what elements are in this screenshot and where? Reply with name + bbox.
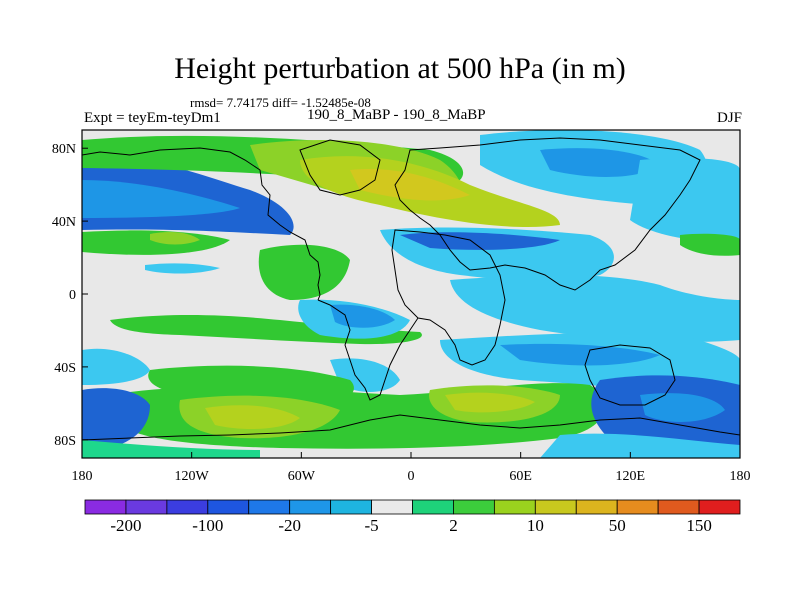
x-tick-label: 180 (730, 469, 751, 484)
coast-australia (584, 344, 676, 406)
x-tick-label: 60W (288, 469, 316, 484)
contour-east-lightblue (630, 158, 740, 242)
colorbar-swatch (289, 499, 332, 515)
colorbar-swatch (125, 499, 168, 515)
colorbar-label: -100 (192, 516, 224, 535)
contour-north-yellow-core (350, 169, 470, 201)
contour-equatorial-blue (330, 304, 395, 328)
season-label: DJF (716, 110, 742, 126)
coast-eurasia (394, 137, 701, 291)
colorbar-swatch (575, 499, 618, 515)
contour-south-blue-left (82, 388, 150, 452)
x-tick-label: 60E (509, 469, 532, 484)
colorbar-swatch (371, 499, 413, 515)
colorbar-swatch (248, 499, 291, 515)
contour-north-blue-core (82, 180, 240, 218)
contour-south-seafoam (82, 440, 260, 458)
colorbar-swatch (534, 499, 577, 515)
x-axis: 180 120W 60W 0 60E 120E 180 (72, 452, 751, 484)
coast-antarctica (82, 414, 740, 441)
coast-greenland (299, 139, 381, 196)
contour-pacific-core (540, 148, 660, 177)
y-tick-label: 80S (54, 434, 76, 449)
x-tick-label: 0 (408, 469, 415, 484)
colorbar-label: 50 (608, 516, 626, 535)
y-tick-label: 80N (52, 142, 76, 157)
contour-south-core-right (640, 393, 725, 422)
colorbar-swatch (493, 499, 536, 515)
contour-south-yellowgreen-right (445, 392, 535, 413)
colorbar-swatch (412, 499, 454, 515)
contour-east-green (680, 233, 740, 256)
x-tick-label: 120W (175, 469, 210, 484)
contour-south-blue (500, 343, 660, 366)
colorbar-label: -20 (278, 516, 302, 535)
colorbar-swatch (166, 499, 209, 515)
y-tick-label: 40S (54, 361, 76, 376)
continent-outlines (82, 137, 740, 441)
y-tick-label: 0 (69, 288, 76, 303)
contour-africa-blue (400, 232, 560, 250)
coast-north-america (82, 147, 321, 301)
colorbar-swatch (657, 499, 700, 515)
stats-line: rmsd= 7.74175 diff= -1.52485e-08 (190, 95, 371, 110)
plot-title: Height perturbation at 500 hPa (in m) (174, 52, 626, 85)
case-label: 190_8_MaBP - 190_8_MaBP (307, 107, 486, 123)
contour-south-lightblue-left (82, 348, 150, 385)
y-axis: 80N 40N 0 40S 80S (52, 142, 88, 449)
contour-atlantic-lightgreen (150, 232, 200, 245)
contour-tropics-lightblue-left (145, 263, 220, 274)
colorbar-swatch (453, 499, 495, 515)
experiment-label: Expt = teyEm-teyDm1 (84, 110, 221, 126)
colorbar-swatch (698, 499, 741, 515)
x-tick-label: 120E (616, 469, 646, 484)
contour-southamerica-green (258, 244, 350, 300)
colorbar-label: -5 (364, 516, 379, 535)
colorbar-swatch (616, 499, 659, 515)
colorbar-swatch (207, 499, 250, 515)
x-tick-label: 180 (72, 469, 93, 484)
colorbar-label: 10 (526, 516, 544, 535)
coast-south-america (317, 299, 419, 401)
colorbar-swatch (330, 499, 372, 515)
coast-africa (391, 229, 506, 366)
colorbar-label: 150 (686, 516, 712, 535)
colorbar-swatch (84, 499, 127, 515)
colorbar (84, 499, 741, 515)
contour-south-yellowgreen-left (205, 405, 300, 430)
contour-indian-lightblue (450, 275, 740, 342)
contour-south-bottom-lightblue (540, 433, 740, 458)
colorbar-label: -200 (110, 516, 142, 535)
contour-field (82, 130, 740, 458)
colorbar-label: 2 (449, 516, 458, 535)
y-tick-label: 40N (52, 215, 76, 230)
